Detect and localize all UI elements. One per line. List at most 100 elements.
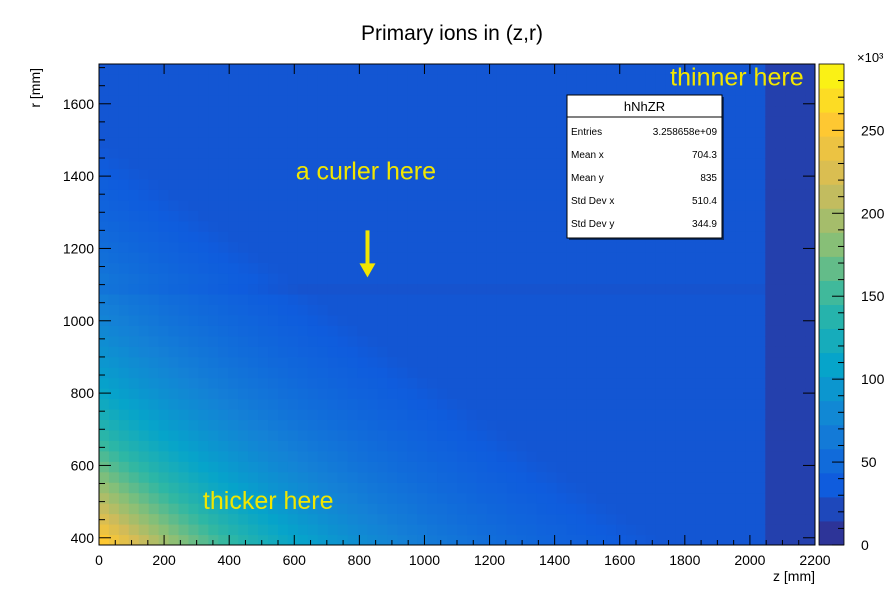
heatmap-cell <box>208 179 219 190</box>
heatmap-cell <box>158 189 170 201</box>
heatmap-cell <box>546 241 557 253</box>
heatmap-cell <box>745 398 756 410</box>
heatmap-cell <box>238 189 249 201</box>
heatmap-cell <box>496 377 508 389</box>
heatmap-cell <box>258 524 269 536</box>
heatmap-cell <box>755 95 766 107</box>
heatmap-cell <box>248 524 259 536</box>
heatmap-cell <box>745 314 756 326</box>
heatmap-cell <box>168 252 180 264</box>
heatmap-cell <box>357 377 368 389</box>
heatmap-cell <box>287 325 299 337</box>
heatmap-cell <box>586 503 597 515</box>
heatmap-cell <box>536 325 547 337</box>
heatmap-cell <box>626 461 637 473</box>
heatmap-cell <box>178 105 189 117</box>
heatmap-cell <box>447 179 458 190</box>
heatmap-cell <box>337 168 349 180</box>
heatmap-cell <box>775 314 786 326</box>
heatmap-cell <box>775 388 786 400</box>
heatmap-cell <box>685 346 697 358</box>
heatmap-cell <box>715 534 726 546</box>
heatmap-cell <box>198 440 209 452</box>
heatmap-cell <box>138 492 150 504</box>
heatmap-cell <box>715 304 726 316</box>
heatmap-cell <box>675 534 687 546</box>
heatmap-cell <box>258 252 269 264</box>
heatmap-cell <box>387 419 398 431</box>
heatmap-cell <box>805 534 816 546</box>
heatmap-cell <box>427 105 438 117</box>
heatmap-cell <box>755 64 766 75</box>
heatmap-cell <box>506 283 518 295</box>
heatmap-cell <box>526 450 538 462</box>
heatmap-cell <box>447 346 458 358</box>
heatmap-cell <box>128 199 140 211</box>
heatmap-cell <box>506 429 518 441</box>
heatmap-cell <box>576 492 587 504</box>
heatmap-cell <box>685 398 697 410</box>
heatmap-cell <box>586 419 597 431</box>
heatmap-cell <box>606 388 617 400</box>
heatmap-cell <box>208 304 219 316</box>
heatmap-cell <box>785 325 796 337</box>
heatmap-cell <box>466 210 478 222</box>
heatmap-cell <box>307 147 319 159</box>
heatmap-cell <box>218 314 229 326</box>
heatmap-cell <box>755 314 766 326</box>
heatmap-cell <box>616 74 627 86</box>
heatmap-cell <box>178 471 189 483</box>
heatmap-cell <box>566 346 577 358</box>
heatmap-cell <box>665 429 677 441</box>
heatmap-cell <box>327 199 339 211</box>
heatmap-cell <box>466 398 478 410</box>
heatmap-cell <box>128 74 140 86</box>
heatmap-cell <box>417 398 428 410</box>
heatmap-cell <box>178 367 189 379</box>
heatmap-cell <box>337 409 349 421</box>
heatmap-cell <box>447 74 458 86</box>
heatmap-cell <box>437 95 448 107</box>
heatmap-cell <box>268 179 279 190</box>
heatmap-cell <box>785 429 796 441</box>
heatmap-cell <box>108 137 120 149</box>
heatmap-cell <box>745 492 756 504</box>
heatmap-cell <box>268 503 279 515</box>
heatmap-cell <box>476 335 488 347</box>
heatmap-cell <box>476 199 488 211</box>
heatmap-cell <box>755 294 766 305</box>
heatmap-cell <box>178 147 189 159</box>
heatmap-cell <box>397 304 408 316</box>
heatmap-cell <box>725 513 736 525</box>
heatmap-cell <box>556 158 567 170</box>
heatmap-cell <box>665 346 677 358</box>
heatmap-cell <box>586 429 597 441</box>
heatmap-cell <box>437 158 448 170</box>
heatmap-cell <box>148 84 160 96</box>
heatmap-cell <box>337 241 349 253</box>
heatmap-cell <box>417 419 428 431</box>
heatmap-cell <box>188 314 199 326</box>
heatmap-cell <box>437 388 448 400</box>
heatmap-cell <box>476 252 488 264</box>
heatmap-cell <box>327 325 339 337</box>
heatmap-cell <box>447 314 458 326</box>
heatmap-cell <box>616 377 627 389</box>
heatmap-cell <box>337 398 349 410</box>
heatmap-cell <box>278 231 289 243</box>
heatmap-cell <box>755 126 766 138</box>
heatmap-cell <box>705 283 717 295</box>
colorbar-band <box>819 496 844 522</box>
heatmap-cell <box>317 294 329 305</box>
heatmap-cell <box>655 356 667 368</box>
heatmap-cell <box>516 95 528 107</box>
heatmap-cell <box>516 241 528 253</box>
heatmap-cell <box>387 304 398 316</box>
heatmap-cell <box>198 147 209 159</box>
heatmap-cell <box>198 534 209 546</box>
heatmap-cell <box>148 304 160 316</box>
heatmap-cell <box>695 450 707 462</box>
heatmap-cell <box>208 419 219 431</box>
heatmap-cell <box>367 158 378 170</box>
heatmap-cell <box>148 461 160 473</box>
